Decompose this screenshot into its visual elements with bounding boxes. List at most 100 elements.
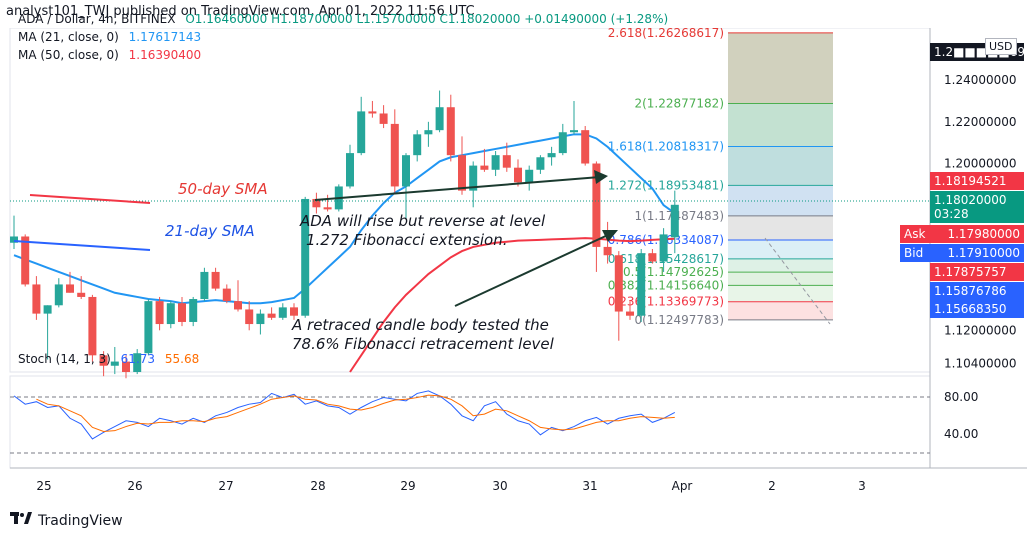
candle-body <box>648 253 657 262</box>
time-tick: 29 <box>400 479 415 493</box>
ma21-value: 1.17617143 <box>128 30 202 44</box>
currency-button[interactable]: USD <box>985 38 1017 55</box>
bid-value: 1.17910000 <box>947 246 1020 260</box>
note-extension-line1: ADA will rise but reverse at level <box>299 212 546 230</box>
candle-body <box>458 155 466 191</box>
candle-body <box>200 271 209 300</box>
candle-body <box>189 299 198 322</box>
candle-body <box>581 130 590 164</box>
ask-label: Ask <box>904 227 926 241</box>
tradingview-logo-icon <box>10 512 32 530</box>
candle-body <box>390 123 399 187</box>
stoch-pane-frame <box>9 375 931 469</box>
ohlc-values: O1.16460000 H1.18700000 L1.15700000 C1.1… <box>185 12 669 26</box>
candle-body <box>435 107 444 131</box>
price-tick: 1.10400000 <box>944 357 1017 371</box>
price-tick: 1.24000000 <box>944 73 1017 87</box>
price-axis: 1.24000000 1.22000000 1.20000000 1.12000000… <box>944 73 1017 371</box>
ma50-path <box>349 237 675 373</box>
candle-body <box>133 353 142 372</box>
stoch-tick-80: 80.00 <box>944 390 978 404</box>
candle-body <box>637 253 646 316</box>
candle-body <box>323 207 332 210</box>
fib-level-label: 0.5(1.14792625) <box>623 265 724 279</box>
candle-body <box>32 284 41 314</box>
time-tick: 25 <box>36 479 51 493</box>
current-price: 1.18020000 <box>934 193 1007 207</box>
candle-body <box>469 165 478 191</box>
fib-level-label: 2.618(1.26268617) <box>608 28 724 40</box>
footer-brand: TradingView <box>38 513 123 529</box>
ask-value: 1.17980000 <box>947 227 1020 241</box>
fib-zone <box>728 146 833 186</box>
candle-body <box>536 157 545 170</box>
fib-level-label: 0(1.12497783) <box>634 313 724 327</box>
legend-stoch-row: Stoch (14, 1, 3) 61.73 55.68 <box>18 352 199 366</box>
price-tick: 1.20000000 <box>944 157 1017 171</box>
fib-zone <box>728 301 833 320</box>
note-extension-line2: 1.272 Fibonacci extension. <box>306 231 508 249</box>
candle-body <box>592 163 601 247</box>
time-tick: 28 <box>310 479 325 493</box>
time-tick: 2 <box>768 479 776 493</box>
fib-zone <box>728 285 833 302</box>
fib-zone <box>728 32 833 104</box>
candle-body <box>626 311 634 316</box>
legend-symbol-row: ADA / Dollar, 4h, BITFINEX O1.16460000 H… <box>18 12 668 26</box>
sma21-pointer <box>13 240 151 251</box>
candle-body <box>110 361 119 366</box>
candle-body <box>122 361 130 372</box>
chart-svg[interactable]: 2.618(1.26268617) 2(1.22877182) 1.618(1.20… <box>0 28 1027 503</box>
candle-body <box>10 236 18 243</box>
candle-body <box>558 132 567 154</box>
fib-zone <box>728 103 833 147</box>
stoch-d-path <box>36 394 675 433</box>
candle-body <box>99 355 108 366</box>
candle-body <box>402 155 410 187</box>
candle-body <box>346 153 354 187</box>
candle-body <box>88 296 97 356</box>
candle-body <box>424 130 433 135</box>
price-tag-blue1: 1.15876786 <box>930 282 1024 300</box>
note-retracement-line2: 78.6% Fibonacci retracement level <box>292 335 555 353</box>
stoch-d-value: 55.68 <box>164 352 200 366</box>
candle-body <box>491 155 500 170</box>
fib-level-label: 1.272(1.18953481) <box>608 178 724 192</box>
sma21-label: 21-day SMA <box>165 222 255 240</box>
candle-body <box>155 301 164 325</box>
candle-body <box>603 246 612 256</box>
candle-body <box>614 255 623 312</box>
stoch-k-value: 61.73 <box>120 352 156 366</box>
fib-lines <box>728 32 833 321</box>
candle-body <box>166 303 175 325</box>
arrow-to-retracement <box>454 230 618 307</box>
candle-body <box>413 134 422 156</box>
candle-body <box>570 130 578 133</box>
fib-zone <box>728 239 833 259</box>
legend-ma50-row: MA (50, close, 0) 1.16390400 <box>18 48 201 62</box>
candle-body <box>77 292 86 297</box>
ma50-line <box>349 237 675 373</box>
candle-body <box>234 301 242 310</box>
price-tag-blue2: 1.15668350 <box>930 300 1024 318</box>
candle-body <box>21 236 30 285</box>
fib-level-label: 1.618(1.20818317) <box>608 139 724 153</box>
price-tag-red1: 1.18194521 <box>930 172 1024 190</box>
candle-body <box>43 305 52 314</box>
candle-body <box>368 111 377 114</box>
candle-body <box>670 204 679 238</box>
stoch-tick-40: 40.00 <box>944 427 978 441</box>
ma21-label: MA (21, close, 0) <box>18 30 119 44</box>
fib-zone <box>728 215 833 240</box>
candle-body <box>211 271 220 289</box>
time-tick: 30 <box>492 479 507 493</box>
candle-body <box>514 167 522 183</box>
tradingview-footer[interactable]: TradingView <box>10 512 123 530</box>
candle-body <box>144 301 153 354</box>
stoch-label: Stoch (14, 1, 3) <box>18 352 111 366</box>
projection-dashed-line <box>764 237 831 325</box>
note-retracement-line1: A retraced candle body tested the <box>291 316 549 334</box>
published-header: analyst101_TWJ published on TradingView.… <box>6 4 475 19</box>
fib-level-label: 1(1.17487483) <box>634 209 724 223</box>
candle-body <box>547 153 556 158</box>
